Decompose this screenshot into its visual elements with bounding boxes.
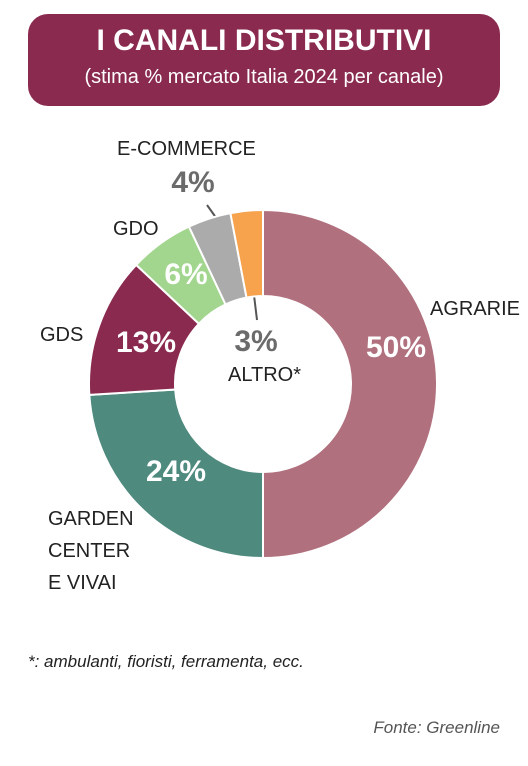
- category-label: GARDEN CENTER E VIVAI: [48, 508, 134, 594]
- category-label: GDS: [40, 324, 84, 346]
- value-label: 24%: [145, 455, 207, 488]
- value-label: 6%: [164, 258, 208, 291]
- value-label: 50%: [365, 331, 427, 364]
- value-label: 4%: [171, 166, 215, 199]
- slice: [88, 388, 264, 560]
- chart-subtitle: (stima % mercato Italia 2024 per canale): [84, 66, 444, 88]
- category-label: GDO: [113, 218, 159, 240]
- chart-title: I CANALI DISTRIBUTIVI: [96, 24, 432, 57]
- title-box: [28, 14, 500, 106]
- category-label: ALTRO*: [228, 364, 301, 386]
- slice: [262, 208, 438, 560]
- footnote: *: ambulanti, fioristi, ferramenta, ecc.: [28, 652, 304, 671]
- slice: [229, 208, 264, 299]
- value-label: 13%: [115, 326, 177, 359]
- value-label: 3%: [234, 325, 278, 358]
- category-label: AGRARIE: [430, 298, 521, 320]
- source: Fonte: Greenline: [373, 718, 500, 737]
- category-label: E-COMMERCE: [117, 138, 256, 160]
